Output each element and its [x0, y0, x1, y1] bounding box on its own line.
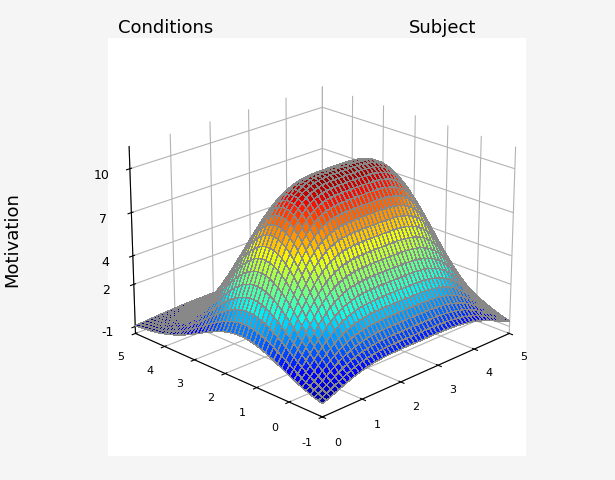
Text: Conditions: Conditions: [119, 19, 213, 37]
Text: Motivation: Motivation: [3, 192, 22, 288]
Text: Subject: Subject: [409, 19, 477, 37]
